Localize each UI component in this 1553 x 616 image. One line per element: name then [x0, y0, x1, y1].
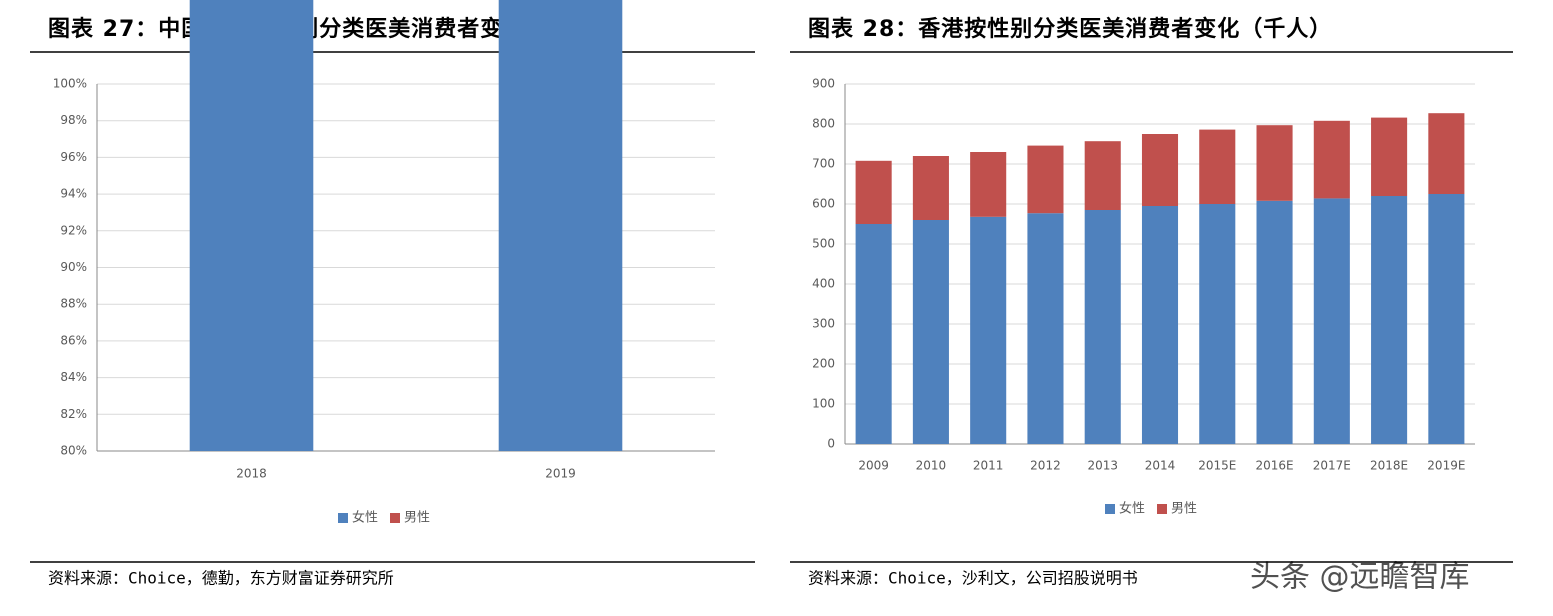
y-tick-label: 800: [812, 117, 835, 131]
chart-title: 图表 28：香港按性别分类医美消费者变化（千人）: [808, 16, 1332, 42]
x-tick-label: 2010: [916, 459, 947, 473]
bar-segment: [1371, 117, 1408, 196]
y-tick-label: 700: [812, 157, 835, 171]
source: 资料来源：Choice，沙利文，公司招股说明书: [808, 569, 1138, 588]
y-tick-label: 900: [812, 77, 835, 91]
bar-segment: [189, 0, 314, 451]
bar-segment: [970, 216, 1007, 444]
x-tick-label: 2019E: [1427, 459, 1465, 473]
bar-segment: [912, 220, 949, 444]
bar-segment: [1141, 134, 1179, 206]
y-tick-label: 94%: [60, 187, 87, 201]
x-tick-label: 2018: [236, 467, 267, 481]
legend-swatch: [390, 513, 400, 523]
y-tick-label: 86%: [60, 333, 87, 347]
source: 资料来源：Choice，德勤，东方财富证券研究所: [48, 569, 394, 588]
legend-label: 女性: [1119, 501, 1145, 517]
bar-segment: [1141, 206, 1179, 444]
x-tick-label: 2014: [1145, 459, 1176, 473]
bar-segment: [855, 224, 892, 444]
bar-segment: [970, 152, 1007, 217]
y-tick-label: 88%: [60, 297, 87, 311]
bar-segment: [498, 0, 623, 451]
x-tick-label: 2011: [973, 459, 1004, 473]
bar-segment: [855, 160, 892, 224]
y-tick-label: 90%: [60, 260, 87, 274]
x-tick-label: 2012: [1030, 459, 1061, 473]
bar-segment: [1428, 194, 1465, 444]
bar-segment: [1084, 141, 1121, 210]
bar-segment: [1256, 200, 1293, 444]
legend-swatch: [338, 513, 348, 523]
watermark: 头条 @远瞻智库: [1250, 560, 1470, 595]
y-tick-label: 82%: [60, 407, 87, 421]
x-tick-label: 2013: [1087, 459, 1118, 473]
bar-segment: [1027, 213, 1064, 444]
legend-label: 男性: [404, 511, 430, 526]
legend-label: 女性: [352, 510, 378, 526]
y-tick-label: 200: [812, 357, 835, 371]
bar-segment: [1199, 204, 1236, 444]
y-tick-label: 98%: [60, 113, 87, 127]
bar-segment: [1313, 120, 1350, 199]
y-tick-label: 100%: [53, 77, 87, 91]
legend-label: 男性: [1171, 502, 1197, 517]
y-tick-label: 80%: [60, 444, 87, 458]
x-tick-label: 2016E: [1255, 459, 1293, 473]
y-tick-label: 96%: [60, 150, 87, 164]
bar-segment: [1428, 113, 1465, 194]
bar-segment: [1027, 145, 1064, 214]
bar-segment: [1084, 210, 1121, 444]
x-tick-label: 2018E: [1370, 459, 1408, 473]
x-tick-label: 2019: [545, 467, 576, 481]
y-tick-label: 300: [812, 317, 835, 331]
legend-swatch: [1157, 504, 1167, 514]
bar-segment: [912, 156, 949, 220]
y-tick-label: 92%: [60, 223, 87, 237]
y-tick-label: 84%: [60, 370, 87, 384]
x-tick-label: 2015E: [1198, 459, 1236, 473]
legend-swatch: [1105, 504, 1115, 514]
y-tick-label: 100: [812, 397, 835, 411]
bar-segment: [1256, 125, 1293, 201]
bar-segment: [1199, 129, 1236, 204]
bar-segment: [1313, 198, 1350, 444]
y-tick-label: 500: [812, 237, 835, 251]
y-tick-label: 600: [812, 197, 835, 211]
x-tick-label: 2009: [858, 459, 889, 473]
x-tick-label: 2017E: [1313, 459, 1351, 473]
y-tick-label: 400: [812, 277, 835, 291]
y-tick-label: 0: [827, 437, 835, 451]
bar-segment: [1371, 196, 1408, 444]
